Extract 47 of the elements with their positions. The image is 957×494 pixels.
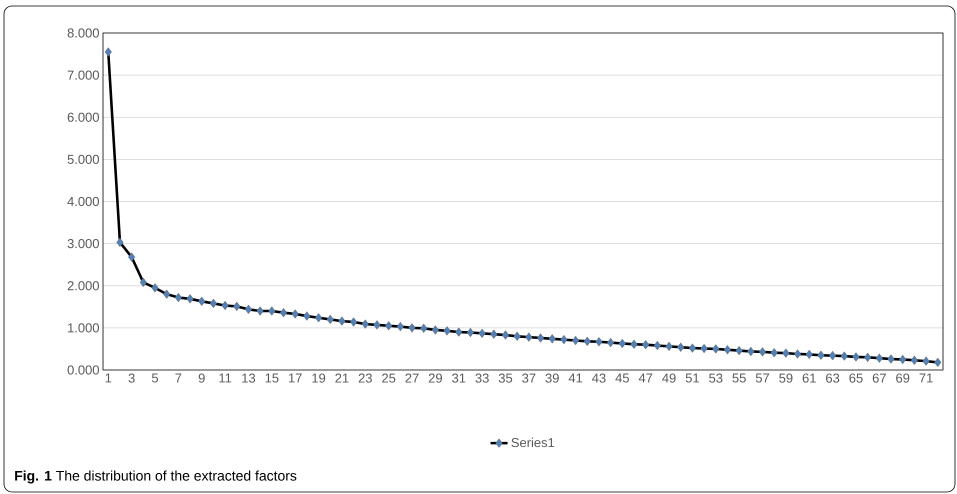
x-tick-label: 11	[219, 374, 232, 382]
x-tick-label: 41	[568, 374, 582, 382]
x-tick-label: 55	[732, 374, 746, 383]
x-tick-label: 71	[920, 374, 933, 382]
x-tick-label: 61	[802, 374, 816, 383]
x-tick-label: 65	[849, 374, 863, 383]
y-tick-label: 2.000	[68, 281, 99, 290]
x-tick-label: 9	[198, 374, 205, 383]
x-tick-label: 43	[592, 374, 606, 383]
y-tick-label: 0.000	[68, 365, 99, 375]
x-tick-label: 17	[288, 374, 302, 382]
x-tick-label: 37	[522, 374, 536, 383]
x-tick-label: 31	[452, 374, 466, 383]
y-tick-label: 3.000	[68, 239, 99, 248]
x-tick-label: 45	[615, 374, 629, 383]
x-tick-label: 25	[382, 374, 396, 383]
x-tick-label: 21	[335, 374, 348, 383]
y-tick-label: 4.000	[67, 196, 99, 206]
x-tick-label: 19	[312, 374, 326, 383]
x-tick-label: 23	[358, 374, 372, 383]
x-tick-label: 39	[546, 374, 559, 383]
y-tick-label: 1.000	[68, 323, 99, 332]
x-tick-label: 53	[709, 374, 722, 383]
x-tick-label: 33	[475, 374, 489, 383]
x-tick-label: 51	[686, 374, 699, 383]
x-tick-label: 1	[106, 374, 112, 382]
x-tick-label: 13	[242, 374, 256, 383]
x-tick-label: 67	[872, 374, 886, 383]
x-tick-label: 59	[779, 374, 792, 383]
x-tick-label: 49	[662, 374, 676, 383]
text: Fig. 1 The distribution of the extracted factors	[15, 470, 296, 484]
y-tick-label: 8.000	[68, 28, 99, 38]
x-tick-label: 7	[175, 374, 182, 382]
x-tick-label: 57	[756, 374, 770, 383]
x-tick-label: 63	[826, 374, 840, 383]
x-tick-label: 47	[638, 374, 652, 382]
y-tick-label: 7.000	[68, 70, 99, 80]
x-tick-label: 15	[266, 374, 278, 383]
x-tick-label: 35	[498, 374, 512, 383]
x-tick-label: 5	[152, 374, 158, 383]
y-tick-label: 6.000	[68, 112, 99, 122]
x-tick-label: 3	[128, 374, 135, 383]
x-tick-label: 69	[896, 374, 910, 383]
x-tick-label: 27	[405, 374, 419, 383]
x-tick-label: 29	[428, 374, 442, 383]
y-tick-label: 5.000	[68, 154, 99, 164]
legend-label: Series1	[511, 438, 554, 448]
